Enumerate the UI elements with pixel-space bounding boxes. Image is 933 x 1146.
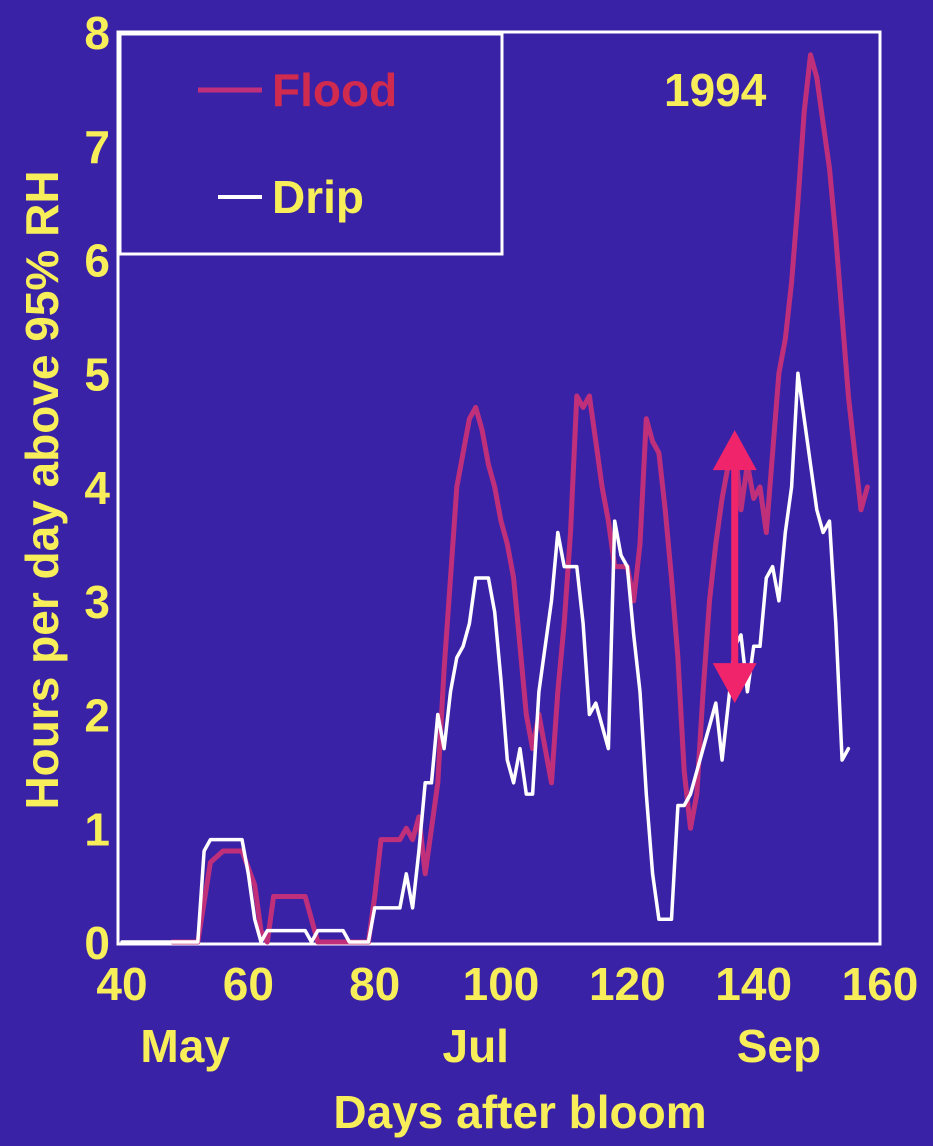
series-layer <box>122 55 867 942</box>
y-tick-label: 7 <box>84 121 110 173</box>
x-tick-label: 100 <box>463 958 540 1010</box>
x-tick-label: 140 <box>715 958 792 1010</box>
arrow-head-top <box>713 430 757 470</box>
plot-frame <box>118 32 880 944</box>
x-tick-label: 80 <box>349 958 400 1010</box>
month-label: Jul <box>442 1020 508 1072</box>
y-tick-label: 8 <box>84 7 110 59</box>
x-tick-label: 60 <box>223 958 274 1010</box>
x-axis-label: Days after bloom <box>333 1086 706 1138</box>
month-labels: May Jul Sep <box>140 1020 821 1072</box>
y-tick-label: 2 <box>84 690 110 742</box>
month-label: Sep <box>737 1020 821 1072</box>
y-tick-labels: 0 1 2 3 4 5 6 7 8 <box>84 7 110 969</box>
y-tick-label: 3 <box>84 576 110 628</box>
x-tick-labels: 40 60 80 100 120 140 160 <box>96 958 918 1010</box>
y-tick-label: 4 <box>84 462 110 514</box>
y-tick-label: 0 <box>84 917 110 969</box>
y-tick-label: 6 <box>84 235 110 287</box>
x-tick-label: 160 <box>842 958 919 1010</box>
legend-drip-label: Drip <box>272 171 364 223</box>
month-label: May <box>140 1020 230 1072</box>
y-tick-label: 5 <box>84 348 110 400</box>
legend-flood-label: Flood <box>272 64 397 116</box>
y-axis-label: Hours per day above 95% RH <box>16 170 68 809</box>
x-tick-label: 120 <box>589 958 666 1010</box>
y-tick-label: 1 <box>84 803 110 855</box>
year-annotation: 1994 <box>664 64 767 116</box>
